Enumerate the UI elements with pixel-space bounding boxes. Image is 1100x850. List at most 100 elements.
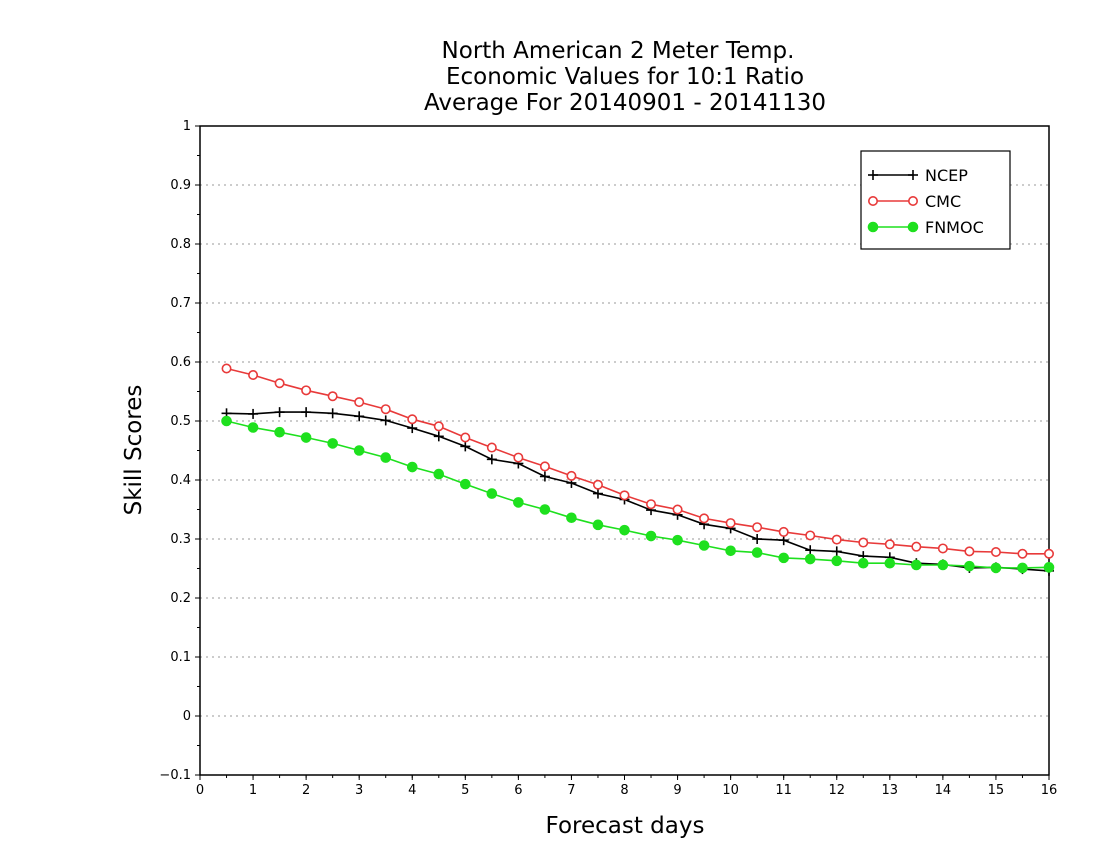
data-point-fnmoc bbox=[247, 422, 259, 433]
data-point-ncep bbox=[592, 488, 603, 499]
y-tick-label: 0.5 bbox=[170, 414, 191, 429]
data-point-fnmoc bbox=[964, 560, 975, 572]
data-point-cmc bbox=[407, 414, 418, 425]
data-point-fnmoc bbox=[592, 519, 604, 531]
data-point-fnmoc bbox=[619, 524, 630, 536]
data-point-cmc bbox=[619, 490, 630, 501]
legend-marker bbox=[908, 170, 918, 180]
plot-series bbox=[221, 363, 1055, 576]
x-tick-label: 7 bbox=[567, 783, 575, 798]
y-tick-label: 0.3 bbox=[170, 532, 191, 547]
axes: −0.100.10.20.30.40.50.60.70.80.910 1 2 3 4 5 6… bbox=[159, 119, 1057, 798]
data-point-fnmoc bbox=[937, 559, 949, 571]
data-point-ncep bbox=[539, 471, 550, 482]
legend-item-cmc: CMC bbox=[867, 192, 961, 211]
data-point-fnmoc bbox=[911, 559, 922, 571]
y-tick-label: 1 bbox=[183, 119, 191, 134]
y-tick-label: 0.9 bbox=[170, 178, 191, 193]
y-axis-label: Skill Scores bbox=[121, 385, 147, 516]
x-tick-label: 1 bbox=[249, 783, 257, 798]
legend-item-ncep: NCEP bbox=[868, 166, 968, 185]
data-point-fnmoc bbox=[380, 452, 392, 463]
series-fnmoc bbox=[221, 415, 1055, 574]
y-tick-label: 0.7 bbox=[170, 296, 191, 311]
data-point-cmc bbox=[937, 543, 948, 554]
data-point-cmc bbox=[699, 513, 710, 524]
data-point-fnmoc bbox=[274, 426, 285, 438]
chart-title: North American 2 Meter Temp. Economic Va… bbox=[424, 38, 826, 116]
data-point-cmc bbox=[911, 541, 922, 552]
legend-marker bbox=[867, 221, 879, 233]
data-point-fnmoc bbox=[539, 504, 551, 515]
x-tick-label: 10 bbox=[722, 783, 739, 798]
legend-box bbox=[860, 150, 1011, 250]
y-tick-label: 0.4 bbox=[170, 473, 191, 488]
x-tick-label: 3 bbox=[355, 783, 363, 798]
data-point-cmc bbox=[725, 518, 736, 529]
data-point-ncep bbox=[752, 534, 763, 544]
legend: NCEP CMC FNMOC bbox=[860, 150, 1011, 250]
x-tick-label: 11 bbox=[775, 783, 792, 798]
data-point-cmc bbox=[274, 378, 285, 389]
x-tick-label: 8 bbox=[620, 783, 628, 798]
data-point-fnmoc bbox=[566, 512, 577, 524]
data-point-fnmoc bbox=[751, 547, 763, 558]
data-point-cmc bbox=[752, 522, 763, 533]
data-point-ncep bbox=[460, 441, 471, 452]
series-cmc bbox=[221, 363, 1055, 559]
data-point-fnmoc bbox=[353, 445, 365, 456]
data-point-ncep bbox=[380, 415, 391, 426]
data-point-cmc bbox=[460, 432, 471, 443]
data-point-cmc bbox=[964, 546, 975, 557]
data-point-fnmoc bbox=[804, 553, 816, 565]
data-point-fnmoc bbox=[1043, 562, 1055, 573]
data-point-cmc bbox=[301, 385, 312, 396]
x-tick-label: 9 bbox=[673, 783, 681, 798]
data-point-fnmoc bbox=[672, 534, 683, 546]
legend-marker bbox=[867, 196, 878, 207]
x-axis-label: Forecast days bbox=[546, 813, 705, 839]
data-point-ncep bbox=[301, 407, 312, 418]
x-tick-label: 12 bbox=[828, 783, 845, 798]
data-point-cmc bbox=[354, 397, 365, 408]
data-point-cmc bbox=[884, 539, 895, 550]
data-point-cmc bbox=[1044, 548, 1055, 559]
data-point-fnmoc bbox=[884, 557, 896, 569]
y-tick-label: 0.2 bbox=[170, 591, 191, 606]
data-point-cmc bbox=[513, 452, 524, 463]
x-tick-label: 16 bbox=[1041, 783, 1058, 798]
data-point-cmc bbox=[486, 442, 497, 453]
data-point-cmc bbox=[831, 534, 842, 545]
data-point-fnmoc bbox=[857, 557, 869, 569]
series-line-fnmoc bbox=[226, 420, 1050, 569]
data-point-fnmoc bbox=[460, 478, 471, 490]
y-tick-label: −0.1 bbox=[159, 768, 191, 783]
data-point-cmc bbox=[433, 421, 444, 432]
data-point-cmc bbox=[248, 369, 259, 380]
data-point-ncep bbox=[433, 431, 444, 442]
data-point-fnmoc bbox=[778, 552, 789, 564]
legend-label-cmc: CMC bbox=[925, 192, 961, 211]
data-point-fnmoc bbox=[221, 415, 232, 427]
data-point-fnmoc bbox=[725, 545, 736, 557]
x-tick-label: 2 bbox=[302, 783, 310, 798]
legend-label-ncep: NCEP bbox=[925, 166, 968, 185]
series-ncep bbox=[221, 407, 1054, 576]
data-point-cmc bbox=[380, 404, 391, 415]
data-point-ncep bbox=[248, 408, 259, 419]
data-point-fnmoc bbox=[513, 497, 524, 508]
x-tick-label: 4 bbox=[408, 783, 416, 798]
data-point-ncep bbox=[486, 454, 497, 465]
x-tick-label: 15 bbox=[988, 783, 1005, 798]
data-point-ncep bbox=[831, 546, 842, 557]
title-line-3: Average For 20140901 - 20141130 bbox=[424, 90, 826, 116]
legend-marker bbox=[868, 170, 878, 180]
data-point-ncep bbox=[805, 545, 816, 556]
data-point-cmc bbox=[778, 526, 789, 537]
legend-label-fnmoc: FNMOC bbox=[925, 218, 984, 237]
data-point-cmc bbox=[221, 363, 232, 374]
data-point-ncep bbox=[327, 408, 338, 419]
series-line-cmc bbox=[226, 367, 1049, 555]
data-point-fnmoc bbox=[698, 540, 710, 551]
